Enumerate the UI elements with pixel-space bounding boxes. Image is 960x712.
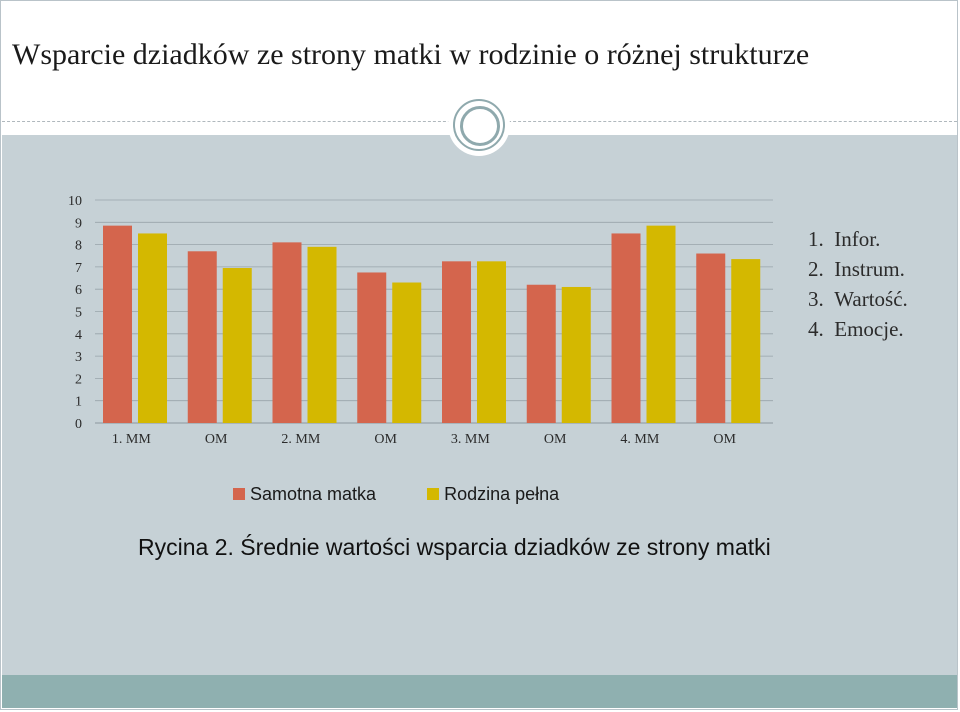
- footer-band: [2, 675, 957, 708]
- bar: [611, 233, 641, 423]
- dimension-item: 3. Wartość.: [808, 287, 908, 311]
- bar: [646, 225, 676, 423]
- dimension-item: 2. Instrum.: [808, 257, 905, 281]
- bar: [696, 253, 726, 423]
- bar: [526, 284, 556, 423]
- y-tick-label: 9: [75, 216, 82, 231]
- bar: [138, 233, 167, 423]
- legend-swatch: [427, 488, 440, 500]
- legend-entry-samotna-matka: Samotna matka: [233, 484, 376, 505]
- y-tick-label: 8: [75, 239, 82, 254]
- legend-entry-rodzina-pelna: Rodzina pełna: [427, 484, 559, 505]
- bar: [103, 225, 132, 423]
- x-tick-label: OM: [544, 432, 567, 447]
- bar: [187, 251, 217, 423]
- bar: [442, 261, 471, 423]
- x-tick-label: OM: [713, 432, 736, 447]
- figure-caption: Rycina 2. Średnie wartości wsparcia dzia…: [138, 534, 771, 560]
- y-tick-label: 1: [75, 395, 82, 410]
- y-tick-label: 10: [68, 194, 82, 209]
- circle-ornament-icon: [448, 94, 510, 156]
- bar: [357, 272, 387, 423]
- legend-swatch: [233, 488, 245, 500]
- bar: [392, 282, 422, 423]
- x-tick-label: OM: [205, 432, 228, 447]
- x-tick-label: 3. MM: [451, 432, 490, 447]
- y-tick-label: 7: [75, 261, 82, 276]
- dimension-list: 1. Infor. 2. Instrum. 3. Wartość. 4. Emo…: [808, 224, 908, 344]
- bar: [222, 268, 252, 423]
- dimension-item: 1. Infor.: [808, 227, 881, 251]
- y-tick-label: 0: [75, 417, 82, 432]
- x-tick-label: 1. MM: [112, 432, 151, 447]
- bar: [307, 246, 337, 423]
- bar: [561, 286, 591, 423]
- series-legend: Samotna matka Rodzina pełna: [233, 484, 605, 506]
- dimension-item: 4. Emocje.: [808, 317, 904, 341]
- bar: [272, 242, 302, 423]
- bar: [731, 259, 761, 423]
- x-tick-label: OM: [374, 432, 397, 447]
- bar: [477, 261, 506, 423]
- y-tick-label: 2: [75, 372, 82, 387]
- y-tick-label: 6: [75, 283, 82, 298]
- x-tick-label: 4. MM: [620, 432, 659, 447]
- x-tick-label: 2. MM: [281, 432, 320, 447]
- slide-title: Wsparcie dziadków ze strony matki w rodz…: [12, 38, 810, 71]
- y-tick-label: 4: [75, 328, 82, 343]
- y-tick-label: 3: [75, 350, 82, 365]
- y-tick-label: 5: [75, 306, 82, 321]
